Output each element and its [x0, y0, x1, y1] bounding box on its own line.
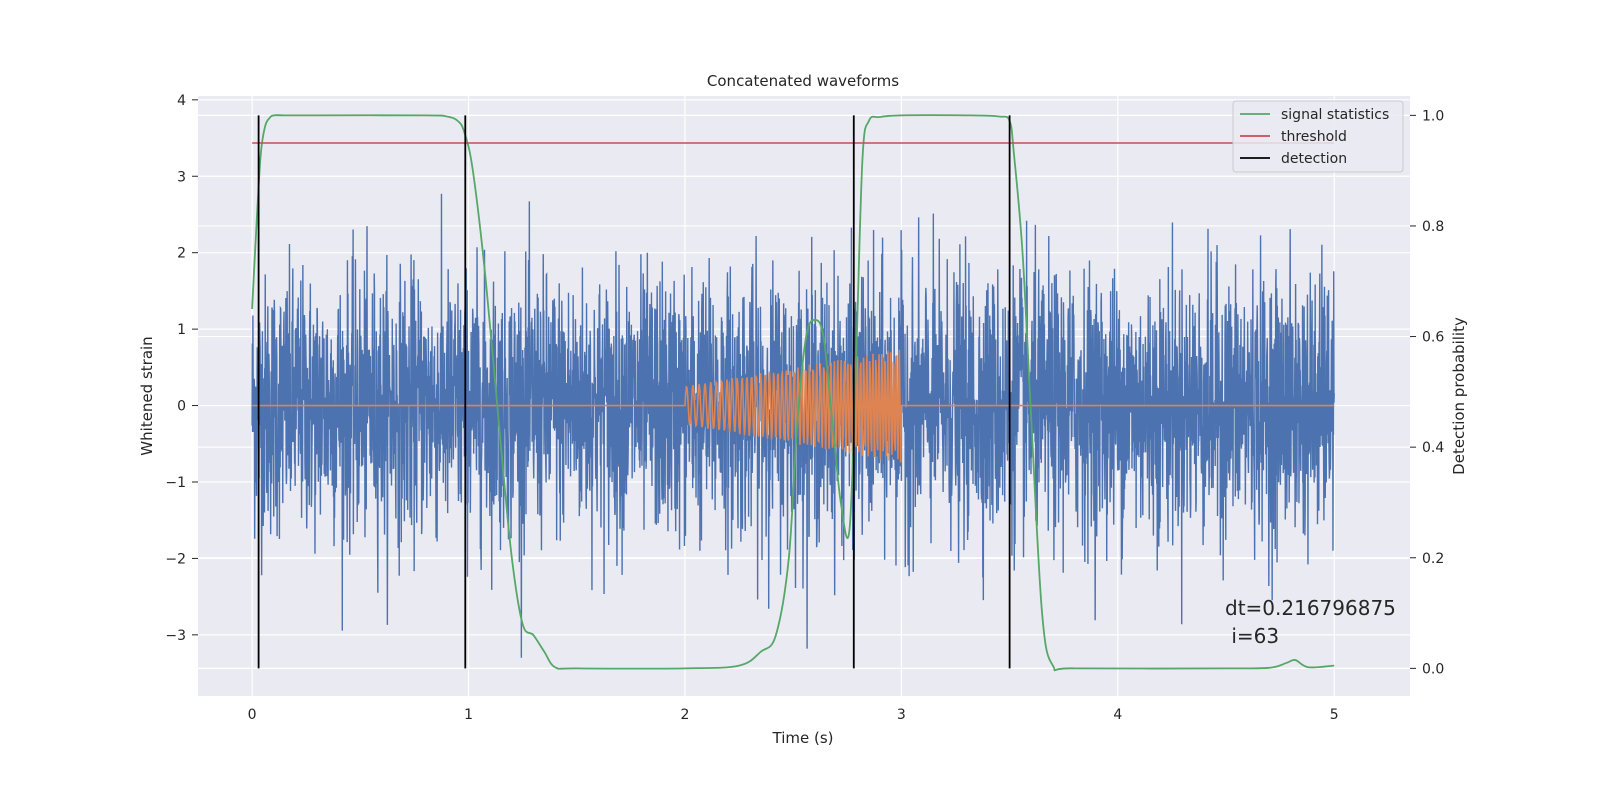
legend-label-detection: detection	[1281, 151, 1347, 167]
y-left-tick-label: 0	[177, 399, 186, 415]
legend: signal statistics threshold detection	[1232, 100, 1404, 173]
y-left-tick-label: 1	[177, 322, 186, 338]
legend-label-threshold: threshold	[1281, 129, 1347, 145]
y-left-tick-label: −3	[165, 628, 186, 644]
legend-box	[1232, 100, 1404, 173]
series-detection-group	[257, 115, 1011, 669]
y-axis-left: −3 −2 −1 0 1 2 3 4	[165, 93, 198, 644]
x-tick-label: 1	[464, 707, 473, 723]
y-right-tick-label: 0.8	[1422, 219, 1444, 235]
chart-title: Concatenated waveforms	[707, 72, 899, 90]
y-left-tick-label: −1	[165, 475, 186, 491]
series-signal-statistics-line	[251, 114, 1335, 672]
y-axis-right-label: Detection probability	[1450, 317, 1468, 475]
annotation-dt: dt=0.216796875	[1225, 596, 1396, 620]
y-left-tick-label: −2	[165, 551, 186, 567]
x-axis: 0 1 2 3 4 5	[248, 707, 1339, 723]
series-signal-statistics-group	[251, 114, 1335, 672]
y-axis-right: 0.0 0.2 0.4 0.6 0.8 1.0	[1410, 108, 1444, 677]
x-tick-label: 5	[1330, 707, 1339, 723]
x-tick-label: 2	[681, 707, 690, 723]
x-tick-label: 3	[897, 707, 906, 723]
y-right-tick-label: 0.2	[1422, 551, 1444, 567]
y-right-tick-label: 0.6	[1422, 330, 1444, 346]
x-tick-label: 4	[1113, 707, 1122, 723]
x-tick-label: 0	[248, 707, 257, 723]
y-right-tick-label: 0.4	[1422, 440, 1444, 456]
y-left-tick-label: 3	[177, 169, 186, 185]
legend-label-signal-statistics: signal statistics	[1281, 107, 1389, 123]
x-axis-label: Time (s)	[772, 729, 834, 747]
plot-content	[251, 114, 1335, 672]
series-chirp-line	[252, 349, 1335, 463]
series-chirp-group	[252, 349, 1335, 463]
y-right-tick-label: 0.0	[1422, 661, 1444, 677]
y-left-tick-label: 2	[177, 246, 186, 262]
annotation-i: i=63	[1225, 624, 1279, 648]
y-right-tick-label: 1.0	[1422, 108, 1444, 124]
y-left-tick-label: 4	[177, 93, 186, 109]
y-axis-left-label: Whitened strain	[138, 336, 156, 455]
